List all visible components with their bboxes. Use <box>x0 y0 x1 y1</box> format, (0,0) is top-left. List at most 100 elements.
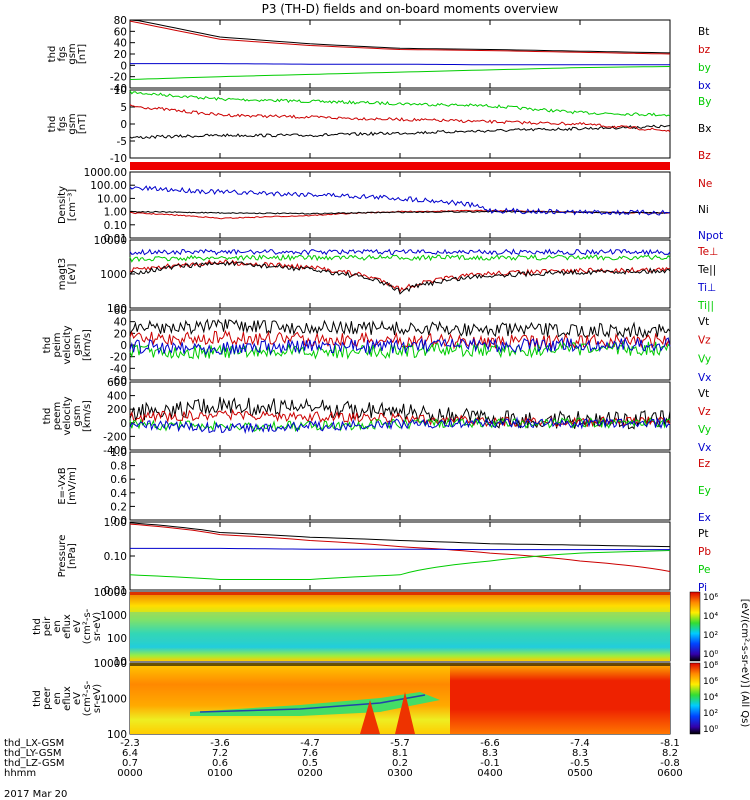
y-tick-label: 100 <box>107 633 127 645</box>
y-tick-label: 0.0 <box>110 515 127 527</box>
y-axis-label: peir <box>42 616 53 636</box>
legend-efield-1: Ey <box>698 485 711 497</box>
y-axis-label: eV <box>72 692 83 705</box>
legend-temperature-3: Ti|| <box>697 300 714 312</box>
y-tick-label: -200 <box>103 431 127 443</box>
y-axis-label: eflux <box>62 614 73 639</box>
y-tick-label: 0 <box>120 60 127 72</box>
x-tick-label: 0100 <box>207 768 232 779</box>
x-tick-label: -6.6 <box>480 738 500 749</box>
x-tick-label: 7.6 <box>302 748 318 759</box>
x-tick-label: 0.7 <box>122 758 138 769</box>
y-axis-label: gsm <box>72 405 83 426</box>
x-row-label: thd_LY-GSM <box>4 748 61 759</box>
y-tick-label: -10 <box>110 153 127 165</box>
legend-density-0: Ne <box>698 178 712 190</box>
series-fgs_gsm-bz <box>129 20 671 55</box>
y-tick-label: 100 <box>107 729 127 741</box>
y-axis-label: Density <box>57 186 68 224</box>
panel-frame-efield <box>129 451 671 521</box>
y-tick-label: 1000.00 <box>84 167 127 179</box>
y-axis-label: thd <box>32 618 43 635</box>
x-tick-label: 0200 <box>297 768 322 779</box>
x-row-label: hhmm <box>4 768 36 779</box>
legend-temperature-1: Te|| <box>697 264 716 276</box>
x-tick-label: 8.2 <box>662 748 678 759</box>
x-axis: thd_LX-GSM -2.3 -3.6 -4.7 -5.7 -6.6 -7.4 -8.1 th… <box>4 738 683 779</box>
y-axis-label: magt3 <box>57 258 68 291</box>
y-tick-label: 0.8 <box>110 461 127 473</box>
legend-peim_velocity-3: Vx <box>698 372 711 384</box>
y-tick-label: 0.10 <box>104 220 127 232</box>
heatmap-peir <box>130 592 670 661</box>
y-axis-label: velocity <box>62 396 73 435</box>
legends: Bt bz by bx By Bx Bz Ne Ni Npot Te⊥ Te|| Ti⊥ Ti|| Vt Vz… <box>697 26 723 594</box>
series-fgs_gsm-Bt <box>129 19 671 54</box>
series-temperature-Te|| <box>129 260 671 295</box>
y-ticks: 806040200-20-401050-5-101000.00100.0010.… <box>84 15 128 741</box>
y-tick-label: -20 <box>110 352 127 364</box>
y-axis-label: thd <box>32 690 43 707</box>
legend-peem_velocity-1: Vz <box>698 406 711 418</box>
y-tick-label: 0.01 <box>104 585 127 597</box>
y-axis-label: en <box>52 620 63 633</box>
colorbar-tick: 10⁴ <box>703 612 718 622</box>
series-pressure-Pt <box>129 522 671 548</box>
series-peem_velocity-Vt <box>129 396 671 430</box>
colorbar-tick: 10⁸ <box>703 661 718 671</box>
y-axis-label: thd <box>47 46 58 63</box>
legend-fgs_gsm-1: bz <box>698 44 711 56</box>
colorbar-tick: 10⁴ <box>703 693 718 703</box>
legend-peim_velocity-1: Vz <box>698 335 711 347</box>
x-tick-label: -0.8 <box>660 758 680 769</box>
x-tick-label: 0.6 <box>212 758 228 769</box>
x-tick-label: 0400 <box>477 768 502 779</box>
y-tick-label: 1.00 <box>104 517 127 529</box>
y-tick-label: 0.2 <box>110 501 127 513</box>
series-fgs_gsm-bx <box>130 63 670 66</box>
series-temperature-Ti|| <box>129 253 671 263</box>
colorbar-tick: 10⁰ <box>703 725 718 735</box>
y-axis-label: peem <box>52 402 63 430</box>
y-tick-label: -40 <box>110 83 127 95</box>
y-tick-label: 10 <box>114 656 127 668</box>
colorbar-tick: 10² <box>703 631 718 641</box>
series-pressure-Pe <box>129 550 671 580</box>
y-labels: thd fgs gsm [nT]thd fgs gsm [nT]Density [cm⁻³]m… <box>32 43 103 716</box>
heatmap-peer <box>130 663 670 734</box>
series-fgs_gsm_zoom-By <box>129 90 671 117</box>
legend-efield-2: Ex <box>698 512 711 524</box>
legend-peem_velocity-3: Vx <box>698 442 711 454</box>
y-tick-label: 10000 <box>94 658 127 670</box>
legend-fgs_gsm-0: Bt <box>698 26 709 38</box>
legend-peim_velocity-2: Vy <box>698 353 711 365</box>
legend-peem_velocity-2: Vy <box>698 424 711 436</box>
y-axis-label: thd <box>47 116 58 133</box>
y-axis-label: peer <box>42 686 53 710</box>
series-pressure-Pi <box>130 547 670 551</box>
series-temperature-Ti⊥ <box>129 248 671 256</box>
y-tick-label: 20 <box>114 328 127 340</box>
y-tick-label: 100 <box>107 303 127 315</box>
x-tick-label: 0600 <box>657 768 682 779</box>
y-tick-label: 600 <box>107 377 127 389</box>
series-peim_velocity-Vz <box>129 329 671 350</box>
x-tick-label: -5.7 <box>390 738 410 749</box>
y-tick-label: 1.0 <box>110 447 127 459</box>
x-tick-label: -2.3 <box>120 738 140 749</box>
x-tick-label: 7.2 <box>212 748 228 759</box>
y-axis-label: gsm <box>67 43 78 64</box>
colorbar-tick: 10⁰ <box>703 650 718 660</box>
y-tick-label: 80 <box>114 15 127 27</box>
y-tick-label: 60 <box>114 305 127 317</box>
y-tick-label: 10000 <box>94 235 127 247</box>
x-tick-label: -0.5 <box>570 758 590 769</box>
series-density-Ni <box>129 210 671 215</box>
colorbar-tick: 10⁶ <box>703 677 718 687</box>
x-row-label: thd_LX-GSM <box>4 738 64 749</box>
y-axis-label: [km/s] <box>82 400 93 432</box>
legend-fgs_gsm-2: by <box>698 62 711 74</box>
x-tick-label: 6.4 <box>122 748 138 759</box>
legend-fgs_gsm_zoom-1: Bx <box>698 123 711 135</box>
